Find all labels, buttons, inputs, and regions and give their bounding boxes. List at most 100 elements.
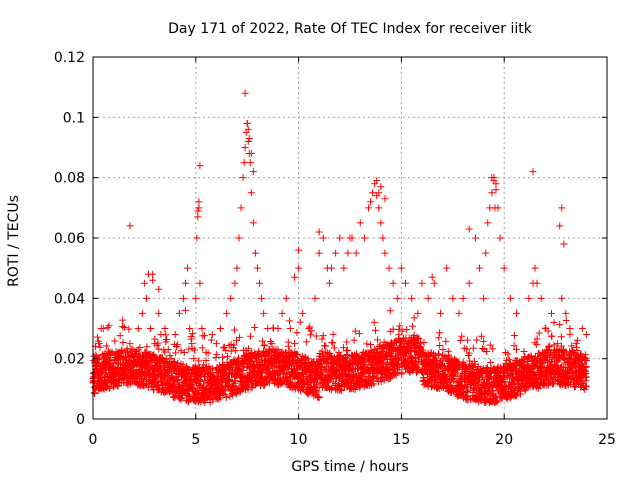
noise-point bbox=[231, 379, 239, 387]
noise-point bbox=[483, 395, 491, 403]
noise-point bbox=[119, 322, 127, 330]
x-axis-label: GPS time / hours bbox=[291, 459, 408, 475]
noise-point bbox=[582, 369, 590, 377]
noise-point bbox=[329, 330, 337, 338]
noise-point bbox=[362, 373, 370, 381]
noise-point bbox=[510, 342, 518, 350]
data-point bbox=[114, 355, 122, 363]
noise-point bbox=[116, 332, 124, 340]
data-point bbox=[554, 340, 562, 348]
noise-point bbox=[549, 380, 557, 388]
data-point bbox=[249, 219, 257, 227]
noise-point bbox=[396, 322, 404, 330]
data-point bbox=[558, 204, 566, 212]
data-point bbox=[194, 213, 202, 221]
noise-point bbox=[293, 329, 301, 337]
data-point bbox=[560, 240, 568, 248]
x-tick-label: 15 bbox=[392, 432, 410, 448]
noise-point bbox=[392, 371, 400, 379]
noise-point bbox=[307, 331, 315, 339]
data-point bbox=[558, 294, 566, 302]
noise-point bbox=[409, 322, 417, 330]
noise-point bbox=[556, 321, 564, 329]
data-point bbox=[443, 264, 451, 272]
y-tick-label: 0.06 bbox=[54, 231, 85, 247]
data-point bbox=[247, 189, 255, 197]
noise-point bbox=[246, 332, 254, 340]
noise-point bbox=[410, 314, 418, 322]
noise-point bbox=[464, 386, 472, 394]
noise-point bbox=[578, 378, 586, 386]
data-point bbox=[268, 340, 276, 348]
data-point bbox=[246, 159, 254, 167]
data-point bbox=[175, 309, 183, 317]
noise-point bbox=[374, 336, 382, 344]
data-point bbox=[216, 325, 224, 332]
data-point bbox=[381, 195, 389, 203]
noise-point bbox=[582, 373, 590, 381]
data-point bbox=[488, 189, 496, 197]
data-points bbox=[89, 89, 590, 407]
noise-point bbox=[206, 399, 214, 407]
data-point bbox=[140, 279, 148, 287]
data-point bbox=[245, 134, 253, 142]
noise-point bbox=[395, 326, 403, 334]
noise-point bbox=[480, 337, 488, 345]
data-point bbox=[153, 355, 161, 363]
noise-point bbox=[196, 382, 204, 390]
data-point bbox=[381, 249, 389, 257]
noise-point bbox=[96, 343, 104, 351]
data-point bbox=[414, 309, 422, 317]
data-point bbox=[147, 325, 155, 332]
noise-point bbox=[224, 375, 232, 383]
data-point bbox=[299, 309, 307, 317]
data-point bbox=[385, 264, 393, 272]
data-point bbox=[258, 294, 266, 302]
noise-point bbox=[582, 383, 590, 391]
data-point bbox=[241, 144, 249, 151]
noise-point bbox=[557, 333, 565, 341]
data-point bbox=[171, 331, 179, 339]
noise-point bbox=[177, 395, 185, 403]
chart-title: Day 171 of 2022, Rate Of TEC Index for r… bbox=[168, 21, 533, 37]
data-point bbox=[264, 325, 272, 332]
data-point bbox=[541, 325, 549, 332]
data-point bbox=[130, 361, 138, 369]
noise-point bbox=[207, 336, 215, 344]
noise-point bbox=[258, 337, 266, 345]
data-point bbox=[531, 264, 539, 272]
data-point bbox=[202, 349, 210, 357]
noise-point bbox=[435, 334, 443, 342]
noise-point bbox=[370, 380, 378, 388]
x-tick-label: 20 bbox=[495, 432, 513, 448]
data-point bbox=[379, 234, 387, 242]
data-point bbox=[295, 264, 303, 272]
noise-point bbox=[376, 341, 384, 349]
data-point bbox=[430, 279, 438, 287]
data-point bbox=[233, 264, 241, 272]
noise-point bbox=[465, 349, 473, 357]
data-point bbox=[237, 204, 245, 212]
noise-point bbox=[363, 340, 371, 348]
noise-point bbox=[350, 385, 358, 393]
data-point bbox=[251, 249, 259, 257]
noise-point bbox=[125, 325, 133, 333]
data-point bbox=[155, 309, 163, 317]
data-point bbox=[367, 198, 375, 206]
noise-point bbox=[463, 345, 471, 353]
noise-point bbox=[215, 378, 223, 386]
noise-point bbox=[485, 374, 493, 382]
noise-point bbox=[327, 352, 335, 360]
noise-point bbox=[415, 334, 423, 342]
noise-point bbox=[442, 337, 450, 345]
noise-point bbox=[286, 317, 294, 325]
data-point bbox=[149, 270, 157, 278]
data-point bbox=[424, 294, 432, 302]
data-point bbox=[305, 325, 313, 332]
data-point bbox=[240, 159, 248, 167]
data-point bbox=[375, 204, 383, 212]
noise-point bbox=[520, 348, 528, 356]
noise-point bbox=[202, 357, 210, 365]
noise-point bbox=[334, 382, 342, 390]
x-tick-label: 0 bbox=[89, 432, 98, 448]
